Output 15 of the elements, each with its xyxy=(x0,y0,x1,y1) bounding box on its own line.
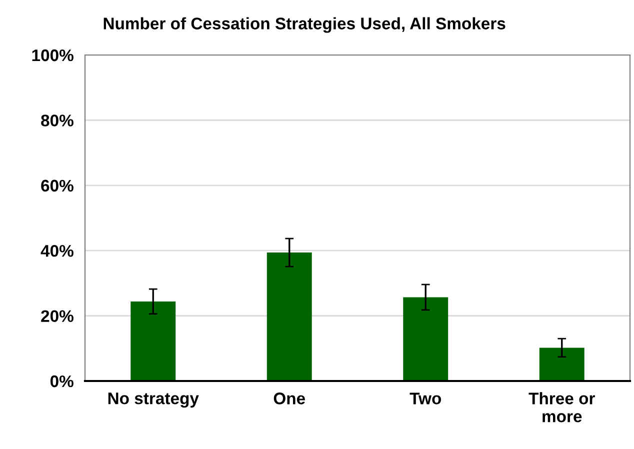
x-tick-label: One xyxy=(274,392,306,404)
y-tick-label: 40% xyxy=(40,245,74,257)
x-tick-label: Three or more xyxy=(528,392,595,422)
y-tick-label: 0% xyxy=(50,375,74,388)
bar xyxy=(130,301,176,381)
chart-title: Number of Cessation Strategies Used, All Smokers xyxy=(104,17,506,33)
bar xyxy=(539,348,584,381)
bar xyxy=(266,252,312,381)
y-tick-label: 80% xyxy=(41,114,74,126)
y-tick-label: 60% xyxy=(41,180,74,192)
y-tick-label: 100% xyxy=(32,49,74,62)
x-tick-label: No strategy xyxy=(108,392,199,408)
x-tick-label: Two xyxy=(410,392,442,404)
y-tick-label: 20% xyxy=(41,310,74,322)
bar xyxy=(403,297,448,381)
